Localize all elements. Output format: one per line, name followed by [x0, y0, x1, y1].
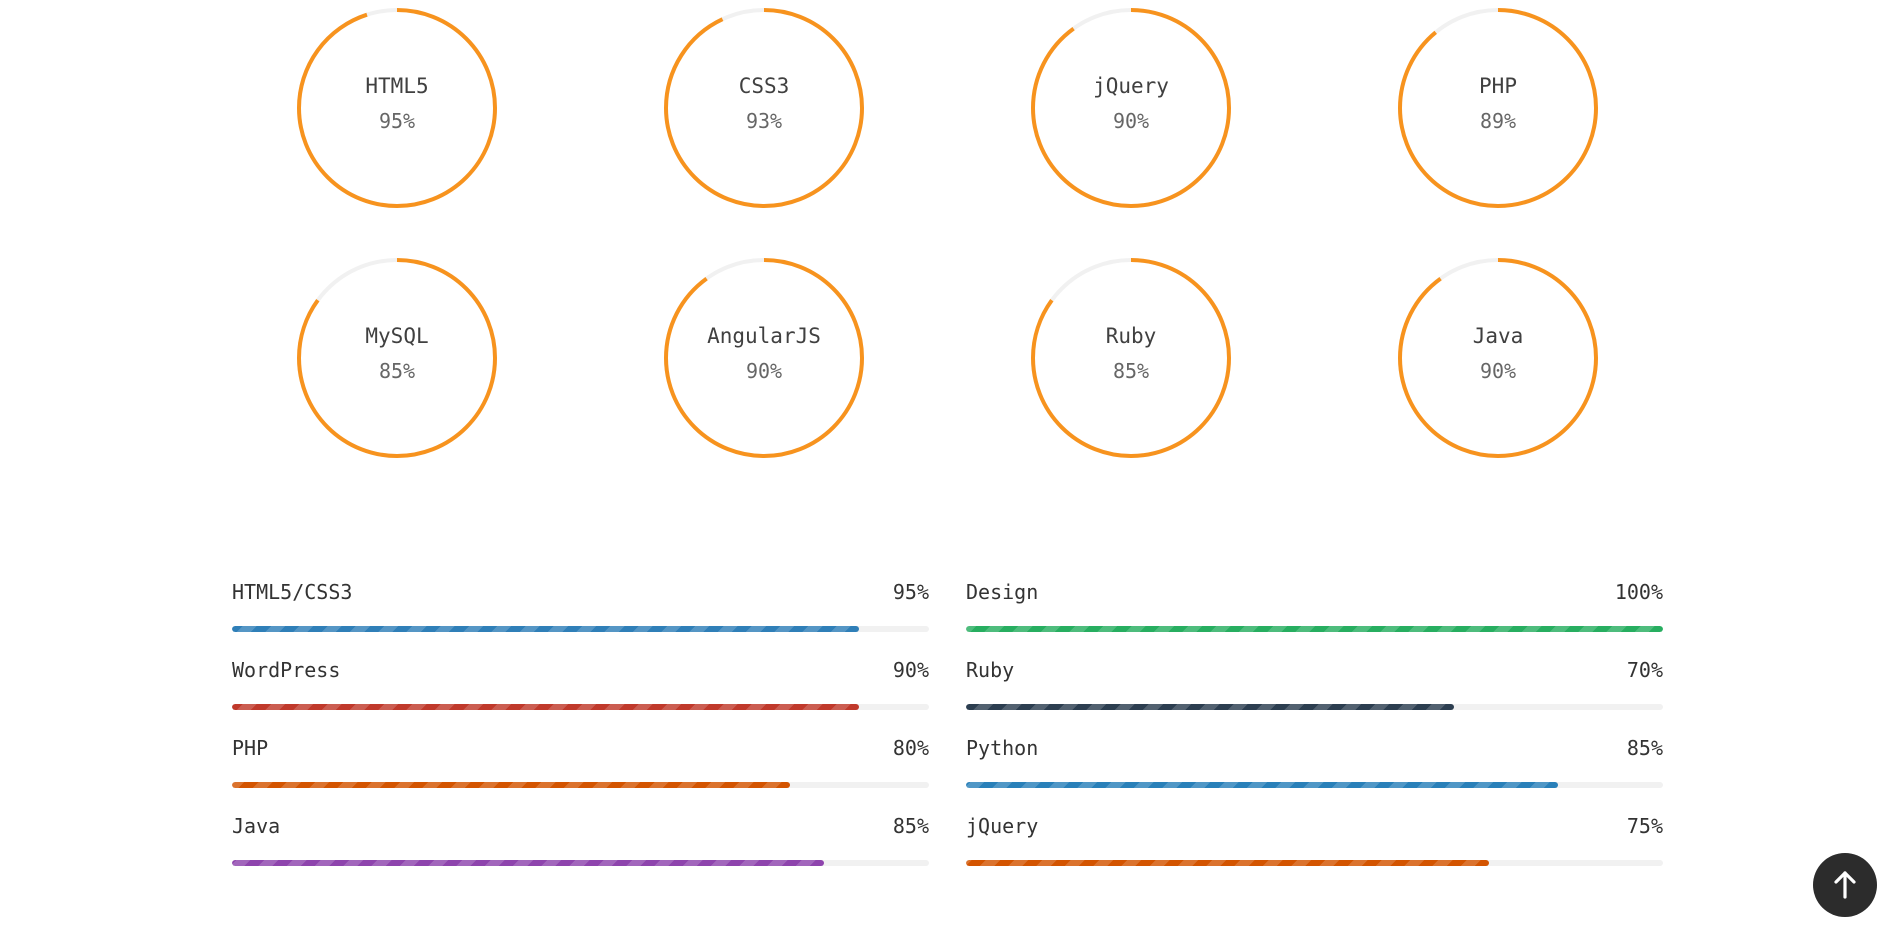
- skill-circle-ring: [1398, 8, 1598, 208]
- skill-circle-ring: [1031, 8, 1231, 208]
- skill-bar-track: [966, 626, 1663, 632]
- skill-circle: CSS3 93%: [664, 8, 864, 208]
- skill-circle-label: PHP: [1479, 74, 1517, 98]
- arrow-up-icon: [1834, 871, 1856, 899]
- skill-circle-ring: [297, 8, 497, 208]
- skill-bar-label: Design: [966, 580, 1039, 604]
- skill-circle: Ruby 85%: [1031, 258, 1231, 458]
- skill-circle-progress-arc: [1031, 8, 1231, 208]
- skill-bar-percent: 75%: [1626, 814, 1663, 838]
- skill-circle-label: jQuery: [1093, 74, 1169, 98]
- skill-bar-track: [966, 860, 1663, 866]
- skill-bar-fill: [966, 860, 1489, 866]
- skill-circle: HTML5 95%: [297, 8, 497, 208]
- skill-bar-percent: 70%: [1626, 658, 1663, 682]
- skill-bar-row: Python 85%: [966, 736, 1663, 796]
- skill-circle-label: MySQL: [365, 324, 429, 348]
- skill-circle-label: HTML5: [365, 74, 429, 98]
- skill-bar-percent: 85%: [1626, 736, 1663, 760]
- skill-bar-label: Java: [232, 814, 281, 838]
- skill-bar-row: HTML5/CSS3 95%: [232, 580, 929, 640]
- skill-bar-header: PHP 80%: [232, 736, 929, 764]
- skill-bar-header: Python 85%: [966, 736, 1663, 764]
- skill-bar-row: jQuery 75%: [966, 814, 1663, 874]
- skill-bar-track: [966, 782, 1663, 788]
- skill-bar-header: Design 100%: [966, 580, 1663, 608]
- skill-circle-label: CSS3: [738, 74, 790, 98]
- skill-circle-ring: [664, 258, 864, 458]
- skill-circle-value: 89%: [1479, 109, 1517, 133]
- skill-bar-label: PHP: [232, 736, 269, 760]
- skill-circle-label: Ruby: [1105, 324, 1157, 348]
- skill-bar-track: [966, 704, 1663, 710]
- skill-circle-value: 90%: [1112, 109, 1150, 133]
- skill-circle: AngularJS 90%: [664, 258, 864, 458]
- skill-bar-label: Python: [966, 736, 1039, 760]
- skill-circle-label: AngularJS: [707, 324, 821, 348]
- skill-circle: jQuery 90%: [1031, 8, 1231, 208]
- skill-circle-progress-arc: [1398, 258, 1598, 458]
- skill-circle-progress-arc: [297, 8, 497, 208]
- skill-circle-progress-arc: [664, 258, 864, 458]
- skill-bar-percent: 80%: [892, 736, 929, 760]
- skill-bar-fill: [232, 782, 790, 788]
- skill-circle-value: 85%: [378, 359, 416, 383]
- skill-bar-header: Java 85%: [232, 814, 929, 842]
- skill-bar-percent: 100%: [1614, 580, 1663, 604]
- skill-circle-progress-arc: [1031, 258, 1231, 458]
- skill-bar-percent: 90%: [892, 658, 929, 682]
- skill-bar-row: Ruby 70%: [966, 658, 1663, 718]
- skill-bar-row: Java 85%: [232, 814, 929, 874]
- back-to-top-button[interactable]: [1813, 853, 1877, 917]
- skill-bar-row: WordPress 90%: [232, 658, 929, 718]
- skill-bar-fill: [232, 860, 825, 866]
- skill-circle: PHP 89%: [1398, 8, 1598, 208]
- skill-bar-fill: [966, 704, 1454, 710]
- skill-circle-ring: [297, 258, 497, 458]
- skill-bar-fill: [232, 704, 860, 710]
- skill-circle-progress-arc: [664, 8, 864, 208]
- skill-bar-header: HTML5/CSS3 95%: [232, 580, 929, 608]
- skill-bar-label: Ruby: [966, 658, 1015, 682]
- skill-circle-progress-arc: [297, 258, 497, 458]
- skill-bar-header: Ruby 70%: [966, 658, 1663, 686]
- skill-circle: MySQL 85%: [297, 258, 497, 458]
- skill-circle-value: 90%: [1479, 359, 1517, 383]
- skill-bar-track: [232, 704, 929, 710]
- skill-circle-value: 85%: [1112, 359, 1150, 383]
- skill-circles-grid: HTML5 95% CSS3 93% jQuery 90% PHP 89% MySQL 85% An…: [297, 8, 1598, 458]
- skill-bar-fill: [232, 626, 860, 632]
- skill-bar-row: Design 100%: [966, 580, 1663, 640]
- skill-circle-label: Java: [1472, 324, 1524, 348]
- skill-bar-track: [232, 626, 929, 632]
- skill-circle-ring: [664, 8, 864, 208]
- skill-circle-ring: [1031, 258, 1231, 458]
- skill-bar-track: [232, 860, 929, 866]
- skill-circle-value: 95%: [378, 109, 416, 133]
- skill-circle: Java 90%: [1398, 258, 1598, 458]
- skill-bar-track: [232, 782, 929, 788]
- skill-bar-percent: 85%: [892, 814, 929, 838]
- skill-circle-value: 93%: [745, 109, 783, 133]
- skill-bar-label: HTML5/CSS3: [232, 580, 353, 604]
- skill-bar-fill: [966, 782, 1559, 788]
- skill-bar-header: jQuery 75%: [966, 814, 1663, 842]
- skill-circle-value: 90%: [745, 359, 783, 383]
- skill-bar-row: PHP 80%: [232, 736, 929, 796]
- skill-bar-header: WordPress 90%: [232, 658, 929, 686]
- skill-bar-fill: [966, 626, 1663, 632]
- skill-circle-ring: [1398, 258, 1598, 458]
- skill-bar-percent: 95%: [892, 580, 929, 604]
- skill-bar-label: WordPress: [232, 658, 341, 682]
- skill-bar-label: jQuery: [966, 814, 1039, 838]
- skill-circle-progress-arc: [1398, 8, 1598, 208]
